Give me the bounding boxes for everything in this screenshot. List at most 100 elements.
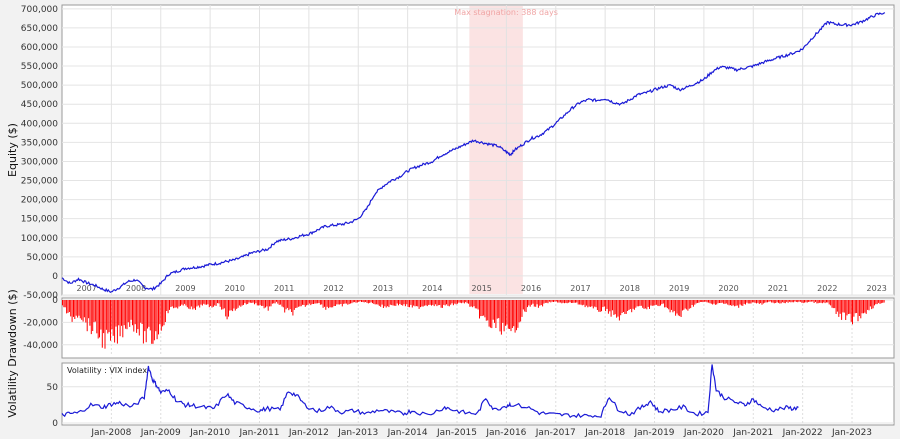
drawdown-bar bbox=[658, 300, 660, 307]
drawdown-bar bbox=[366, 300, 368, 303]
drawdown-bar bbox=[123, 300, 125, 326]
drawdown-bar bbox=[605, 300, 607, 312]
drawdown-bar bbox=[576, 300, 578, 303]
drawdown-axis-title: Drawdown ($) bbox=[6, 289, 19, 367]
equity-tick-label: 200,000 bbox=[21, 196, 58, 206]
x-tick-label: Jan-2021 bbox=[732, 428, 773, 438]
drawdown-bar bbox=[609, 300, 611, 312]
drawdown-bar bbox=[114, 300, 116, 343]
volatility-y-axis: 50 0 bbox=[47, 383, 59, 429]
drawdown-bar bbox=[555, 300, 557, 302]
year-label: 2009 bbox=[175, 284, 195, 293]
drawdown-bar bbox=[594, 300, 596, 307]
drawdown-bar bbox=[686, 300, 688, 310]
drawdown-bar bbox=[450, 300, 452, 305]
drawdown-bar bbox=[64, 300, 66, 308]
drawdown-bar bbox=[474, 300, 476, 309]
drawdown-bar bbox=[539, 300, 541, 306]
drawdown-tick-label: -40,000 bbox=[23, 341, 58, 351]
drawdown-bar bbox=[373, 300, 375, 304]
drawdown-bar bbox=[70, 300, 72, 317]
drawdown-bar bbox=[830, 300, 832, 306]
drawdown-bar bbox=[195, 300, 196, 310]
drawdown-bar bbox=[485, 300, 487, 321]
drawdown-bar bbox=[802, 300, 804, 304]
equity-tick-label: 650,000 bbox=[21, 24, 58, 34]
drawdown-bar bbox=[872, 300, 874, 309]
drawdown-bar bbox=[369, 300, 371, 303]
x-tick-label: Jan-2012 bbox=[288, 428, 329, 438]
drawdown-bar bbox=[73, 300, 74, 317]
equity-tick-label: 400,000 bbox=[21, 119, 58, 129]
drawdown-bar bbox=[429, 300, 431, 305]
x-tick-label: Jan-2010 bbox=[189, 428, 230, 438]
drawdown-bar bbox=[86, 300, 88, 332]
x-tick-label: Jan-2014 bbox=[387, 428, 428, 438]
drawdown-bar bbox=[130, 300, 132, 320]
drawdown-bar bbox=[293, 300, 295, 310]
drawdown-bar bbox=[573, 300, 575, 303]
drawdown-bar bbox=[546, 300, 548, 303]
drawdown-bar bbox=[794, 300, 796, 302]
drawdown-bar bbox=[407, 300, 409, 308]
drawdown-bar bbox=[204, 300, 206, 305]
drawdown-bar bbox=[284, 300, 286, 313]
drawdown-bar bbox=[513, 300, 515, 327]
drawdown-bar bbox=[171, 300, 173, 307]
drawdown-bar bbox=[880, 300, 882, 304]
drawdown-bar bbox=[655, 300, 657, 305]
drawdown-bar bbox=[314, 300, 316, 304]
drawdown-bar bbox=[455, 300, 457, 305]
drawdown-bar bbox=[385, 300, 387, 308]
drawdown-bar bbox=[377, 300, 379, 305]
drawdown-bar bbox=[638, 300, 640, 307]
drawdown-bar bbox=[226, 300, 228, 320]
drawdown-bar bbox=[119, 300, 121, 337]
drawdown-bar bbox=[151, 300, 153, 344]
drawdown-bar bbox=[514, 300, 516, 333]
drawdown-bar bbox=[712, 300, 714, 305]
drawdown-bar bbox=[105, 300, 107, 330]
drawdown-bar bbox=[248, 300, 250, 303]
drawdown-bar bbox=[129, 300, 131, 327]
drawdown-bar bbox=[598, 300, 600, 312]
drawdown-bar bbox=[203, 300, 205, 304]
drawdown-bar bbox=[400, 300, 402, 305]
drawdown-bar bbox=[426, 300, 428, 307]
drawdown-bar bbox=[754, 300, 756, 303]
drawdown-bar bbox=[854, 300, 856, 314]
drawdown-bar bbox=[644, 300, 646, 309]
drawdown-bar bbox=[193, 300, 195, 309]
drawdown-bar bbox=[96, 300, 98, 334]
drawdown-bar bbox=[883, 300, 885, 303]
drawdown-bar bbox=[601, 300, 602, 312]
drawdown-bar bbox=[532, 300, 534, 304]
drawdown-bar bbox=[783, 300, 785, 303]
drawdown-bar bbox=[326, 300, 328, 307]
drawdown-bar bbox=[387, 300, 389, 307]
drawdown-bar bbox=[528, 300, 530, 306]
drawdown-bar bbox=[441, 300, 443, 308]
drawdown-bar bbox=[159, 300, 161, 325]
drawdown-bar bbox=[340, 300, 342, 304]
drawdown-bar bbox=[447, 300, 449, 306]
drawdown-bar bbox=[190, 300, 192, 307]
drawdown-bar bbox=[749, 300, 751, 304]
drawdown-bar bbox=[254, 300, 255, 305]
drawdown-bar bbox=[241, 300, 243, 306]
drawdown-bar bbox=[266, 300, 268, 307]
drawdown-bar bbox=[199, 300, 201, 308]
drawdown-bar bbox=[186, 300, 188, 308]
drawdown-bar bbox=[448, 300, 450, 307]
drawdown-bar bbox=[92, 300, 94, 331]
drawdown-bar bbox=[702, 300, 704, 303]
drawdown-bar bbox=[225, 300, 227, 317]
drawdown-bar bbox=[838, 300, 840, 317]
drawdown-bar bbox=[348, 300, 350, 305]
drawdown-bar bbox=[108, 300, 110, 333]
drawdown-bar bbox=[746, 300, 748, 303]
drawdown-bar bbox=[381, 300, 383, 305]
drawdown-bar bbox=[300, 300, 302, 307]
drawdown-bar bbox=[861, 300, 863, 314]
drawdown-bar bbox=[148, 300, 150, 327]
